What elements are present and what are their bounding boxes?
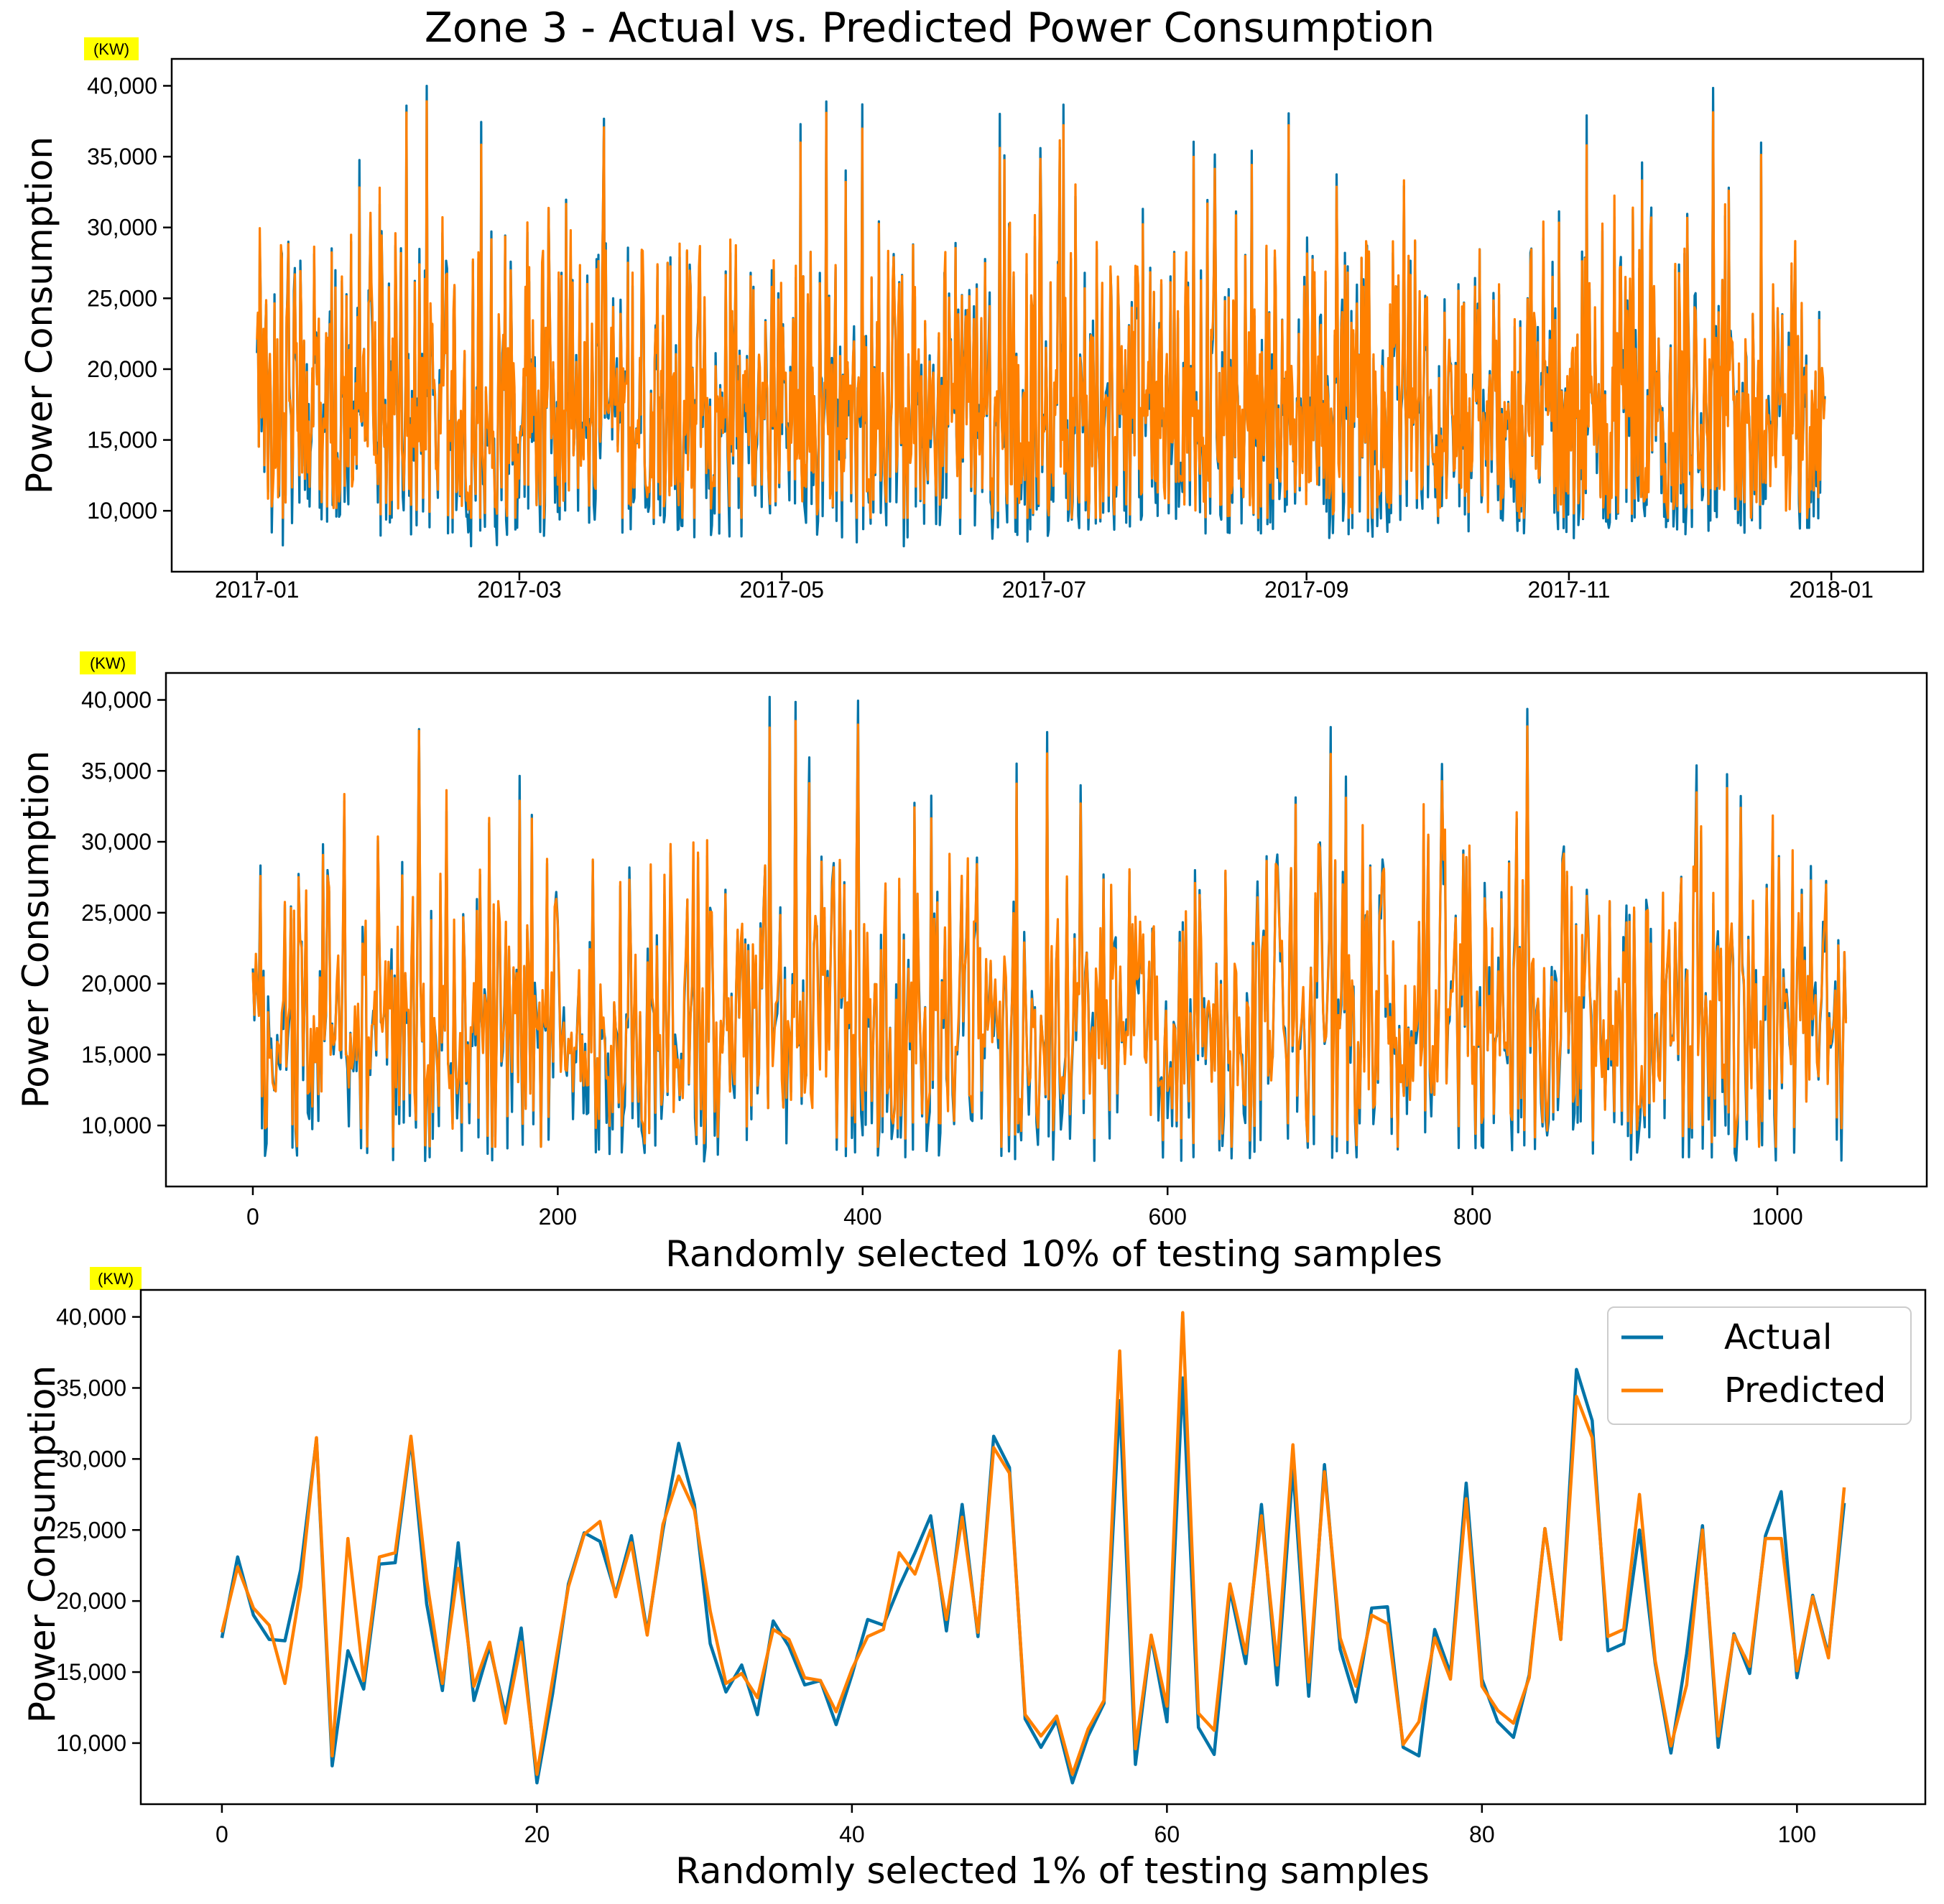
middle-ytick-label: 20,000 bbox=[81, 971, 152, 997]
bottom-xtick-label: 100 bbox=[1778, 1821, 1816, 1847]
bottom-xtick-label: 20 bbox=[524, 1821, 550, 1847]
middle-unit-highlight bbox=[80, 651, 136, 674]
bottom-unit-label: (KW) bbox=[98, 1270, 134, 1288]
middle-xtick-label: 600 bbox=[1149, 1204, 1187, 1230]
bottom-plot-area bbox=[220, 1311, 1846, 1785]
middle-unit-badge: (KW) bbox=[80, 651, 136, 674]
middle-axes-frame bbox=[165, 672, 1928, 1188]
middle-ytick-labels: 10,000 15,000 20,000 25,000 30,000 35,00… bbox=[81, 687, 152, 1139]
bottom-xtick-label: 80 bbox=[1469, 1821, 1495, 1847]
middle-xtick-labels: 0 200 400 600 800 1000 bbox=[246, 1204, 1803, 1230]
bottom-ytick-labels: 10,000 15,000 20,000 25,000 30,000 35,00… bbox=[56, 1304, 126, 1756]
middle-xtick-label: 0 bbox=[246, 1204, 259, 1230]
bottom-xtick-label: 40 bbox=[839, 1821, 865, 1847]
top-plot-area bbox=[256, 85, 1826, 548]
middle-xtick-label: 1000 bbox=[1751, 1204, 1802, 1230]
middle-ytick-label: 30,000 bbox=[81, 829, 152, 855]
bottom-ytick-label: 15,000 bbox=[56, 1659, 126, 1685]
bottom-xlabel: Randomly selected 1% of testing samples bbox=[675, 1850, 1430, 1892]
middle-plot-area bbox=[251, 695, 1848, 1163]
top-xtick-label: 2018-01 bbox=[1789, 577, 1873, 603]
top-ytick-label: 15,000 bbox=[87, 427, 157, 453]
middle-ylabel: Power Consumption bbox=[15, 751, 57, 1108]
bottom-series-predicted bbox=[220, 1311, 1846, 1776]
top-xtick-label: 2017-05 bbox=[739, 577, 823, 603]
bottom-ytick-label: 30,000 bbox=[56, 1446, 126, 1472]
middle-ytick-label: 25,000 bbox=[81, 900, 152, 926]
middle-ytick-label: 35,000 bbox=[81, 758, 152, 784]
middle-unit-label: (KW) bbox=[90, 654, 126, 672]
top-xtick-label: 2017-01 bbox=[215, 577, 299, 603]
top-ytick-label: 25,000 bbox=[87, 285, 157, 311]
middle-xtick-label: 400 bbox=[843, 1204, 881, 1230]
top-ytick-label: 40,000 bbox=[87, 73, 157, 98]
bottom-xtick-labels: 0 20 40 60 80 100 bbox=[216, 1821, 1816, 1847]
middle-series-predicted bbox=[251, 720, 1848, 1148]
bottom-ytick-label: 25,000 bbox=[56, 1517, 126, 1543]
top-unit-highlight bbox=[84, 37, 139, 60]
middle-xtick-label: 800 bbox=[1453, 1204, 1491, 1230]
legend-box bbox=[1607, 1306, 1912, 1425]
middle-ytick-label: 10,000 bbox=[81, 1113, 152, 1138]
legend-label-actual: Actual bbox=[1724, 1317, 1832, 1357]
top-ytick-labels: 10,000 15,000 20,000 25,000 30,000 35,00… bbox=[87, 73, 157, 524]
bottom-axes-frame bbox=[139, 1288, 1927, 1806]
middle-ytick-label: 15,000 bbox=[81, 1041, 152, 1067]
top-ytick-label: 30,000 bbox=[87, 215, 157, 241]
bottom-unit-highlight bbox=[90, 1267, 142, 1290]
legend: Actual Predicted bbox=[1607, 1306, 1912, 1425]
chart-top: 10,000 15,000 20,000 25,000 30,000 35,00… bbox=[19, 37, 1874, 603]
top-ylabel: Power Consumption bbox=[19, 136, 60, 494]
top-unit-label: (KW) bbox=[93, 40, 129, 58]
chart-middle: 10,000 15,000 20,000 25,000 30,000 35,00… bbox=[15, 651, 1803, 1275]
top-xtick-label: 2017-07 bbox=[1002, 577, 1086, 603]
top-ytick-label: 20,000 bbox=[87, 356, 157, 382]
top-ytick-label: 35,000 bbox=[87, 144, 157, 169]
top-series-predicted bbox=[256, 100, 1826, 519]
chart-bottom: 10,000 15,000 20,000 25,000 30,000 35,00… bbox=[22, 1267, 1912, 1892]
bottom-ytick-label: 20,000 bbox=[56, 1588, 126, 1614]
top-xtick-label: 2017-11 bbox=[1527, 577, 1610, 603]
middle-xtick-label: 200 bbox=[539, 1204, 577, 1230]
bottom-ylabel: Power Consumption bbox=[22, 1365, 63, 1723]
bottom-unit-badge: (KW) bbox=[90, 1267, 142, 1290]
bottom-ytick-label: 40,000 bbox=[56, 1304, 126, 1330]
bottom-ytick-label: 10,000 bbox=[56, 1730, 126, 1756]
middle-ytick-label: 40,000 bbox=[81, 687, 152, 713]
figure-title: Zone 3 - Actual vs. Predicted Power Cons… bbox=[425, 4, 1435, 52]
top-xtick-label: 2017-03 bbox=[477, 577, 561, 603]
top-xtick-labels: 2017-01 2017-03 2017-05 2017-07 2017-09 … bbox=[215, 577, 1874, 603]
middle-xlabel: Randomly selected 10% of testing samples bbox=[665, 1233, 1443, 1275]
top-axes-frame bbox=[170, 57, 1925, 573]
bottom-xtick-label: 60 bbox=[1154, 1821, 1180, 1847]
bottom-ytick-label: 35,000 bbox=[56, 1375, 126, 1401]
legend-label-predicted: Predicted bbox=[1724, 1370, 1886, 1411]
top-ytick-label: 10,000 bbox=[87, 498, 157, 524]
bottom-xtick-label: 0 bbox=[216, 1821, 228, 1847]
top-xtick-label: 2017-09 bbox=[1264, 577, 1348, 603]
top-unit-badge: (KW) bbox=[84, 37, 139, 60]
